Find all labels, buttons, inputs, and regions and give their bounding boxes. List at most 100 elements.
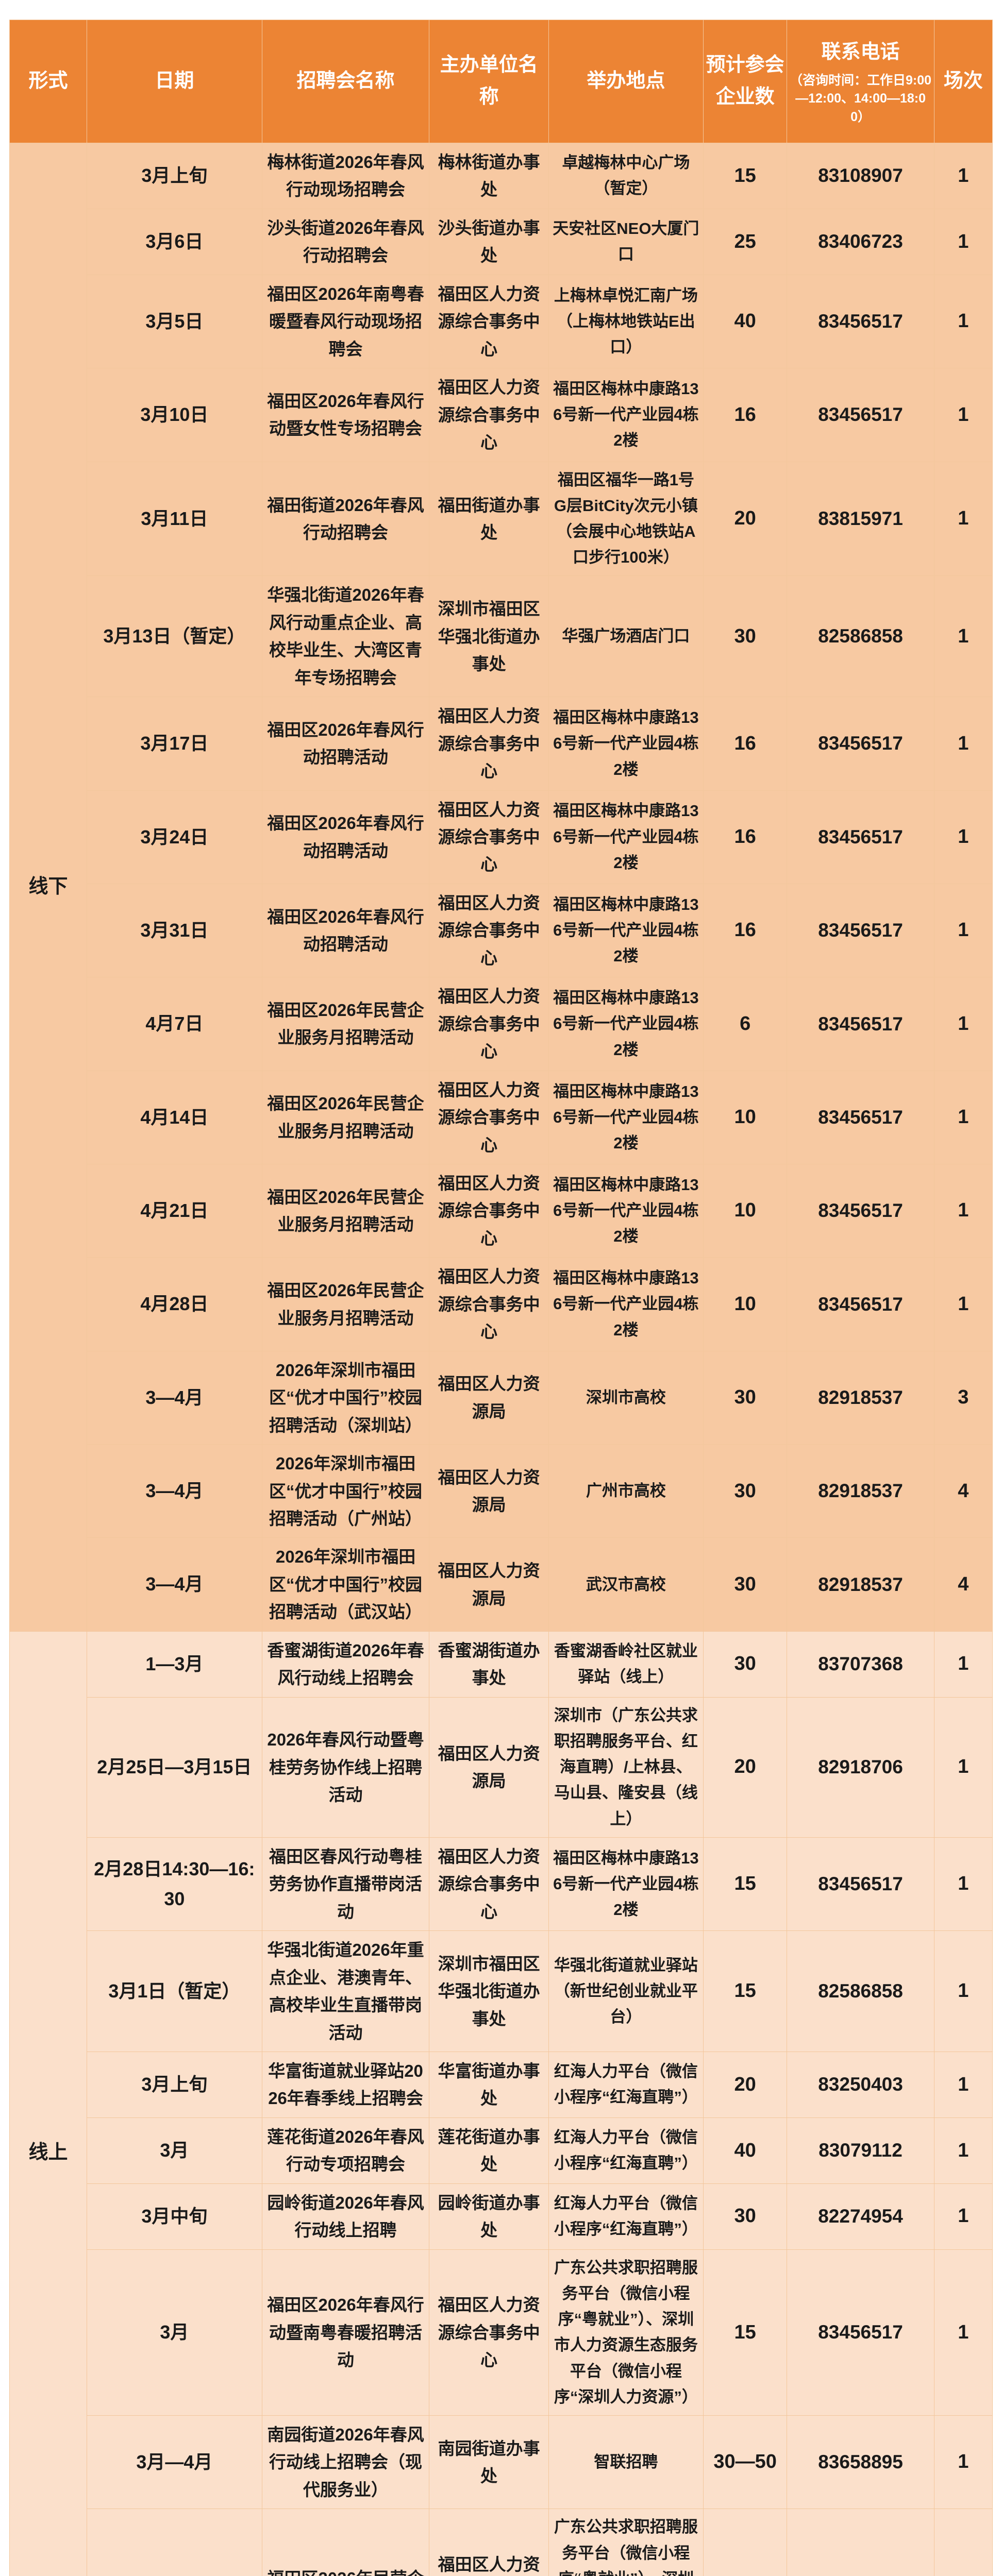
cell-place: 福田区福华一路1号G层BitCity次元小镇（会展中心地铁站A口步行100米） (548, 461, 704, 577)
group-label-cell: 线上 (9, 1631, 88, 2576)
cell-phone: 83456517 (787, 977, 934, 1071)
cell-count: 16 (703, 697, 788, 791)
cell-org: 福田区人力资源综合事务中心 (429, 368, 549, 462)
cell-place: 广州市高校 (548, 1444, 704, 1538)
cell-org: 福田区人力资源综合事务中心 (429, 1070, 549, 1165)
cell-date: 3月 (87, 2117, 262, 2184)
cell-date: 2月25日—3月15日 (87, 1697, 262, 1838)
cell-phone: 83456517 (787, 1837, 934, 1931)
table-header: 形式 日期 招聘会名称 主办单位名称 举办地点 预计参会企业数 联系电话 （咨询… (9, 20, 993, 143)
table-row: 2月28日14:30—16:30 福田区春风行动粤桂劳务协作直播带岗活动 福田区人力… (10, 1837, 993, 1931)
cell-date: 3月17日 (87, 697, 262, 791)
cell-place: 福田区梅林中康路136号新一代产业园4栋2楼 (548, 790, 704, 884)
cell-name: 福田区春风行动粤桂劳务协作直播带岗活动 (261, 1837, 430, 1931)
cell-org: 福田区人力资源综合事务中心 (429, 274, 549, 369)
cell-org: 福田区人力资源局 (429, 1697, 549, 1838)
cell-place: 福田区梅林中康路136号新一代产业园4栋2楼 (548, 1070, 704, 1165)
cell-org: 福田区人力资源综合事务中心 (429, 1257, 549, 1351)
cell-count: 10 (703, 1164, 788, 1258)
column-header-count[interactable]: 预计参会企业数 (703, 20, 788, 143)
cell-session: 1 (933, 274, 993, 369)
cell-session: 1 (933, 1930, 993, 2052)
table-row: 3月6日 沙头街道2026年春风行动招聘会 沙头街道办事处 天安社区NEO大厦门口 25… (10, 208, 993, 275)
cell-session: 1 (933, 1164, 993, 1258)
cell-date: 3月24日 (87, 790, 262, 884)
table-row: 3月10日 福田区2026年春风行动暨女性专场招聘会 福田区人力资源综合事务中心 福田… (10, 368, 993, 462)
cell-phone: 83456517 (787, 368, 934, 462)
cell-name: 福田区2026年春风行动暨南粤春暖招聘活动 (261, 2249, 430, 2416)
table-row: 3—4月 2026年深圳市福田区“优才中国行”校园招聘活动（武汉站） 福田区人力资源… (10, 1537, 993, 1632)
cell-session: 1 (933, 697, 993, 791)
cell-date: 3月上旬 (87, 2051, 262, 2118)
cell-org: 福田区人力资源综合事务中心 (429, 883, 549, 978)
column-header-date[interactable]: 日期 (87, 20, 262, 143)
cell-count: 30 (703, 575, 788, 698)
column-header-org-label: 主办单位名称 (440, 54, 538, 108)
table-row: 3月 莲花街道2026年春风行动专项招聘会 莲花街道办事处 红海人力平台（微信小程序“… (10, 2117, 993, 2184)
cell-place: 智联招聘 (548, 2415, 704, 2510)
cell-org: 福田区人力资源综合事务中心 (429, 2509, 549, 2576)
cell-phone: 83108907 (787, 143, 934, 209)
cell-phone: 83456517 (787, 697, 934, 791)
cell-date: 3—4月 (87, 1350, 262, 1445)
cell-name: 福田区2026年民营企业服务月招聘活动 (261, 977, 430, 1071)
cell-phone: 83456517 (787, 1070, 934, 1165)
table-row: 线上 1—3月 香蜜湖街道2026年春风行动线上招聘会 香蜜湖街道办事处 香蜜湖香岭社区… (9, 1631, 993, 2576)
cell-org: 福田区人力资源综合事务中心 (429, 697, 549, 791)
column-header-name[interactable]: 招聘会名称 (261, 20, 430, 143)
cell-org: 南园街道办事处 (429, 2415, 549, 2510)
cell-name: 南园街道2026年春风行动线上招聘会（现代服务业） (261, 2415, 430, 2510)
cell-name: 福田区2026年春风行动招聘活动 (261, 697, 430, 791)
cell-place: 福田区梅林中康路136号新一代产业园4栋2楼 (548, 883, 704, 978)
cell-place: 深圳市（广东公共求职招聘服务平台、红海直聘）/上林县、马山县、隆安县（线上） (548, 1697, 704, 1838)
column-header-phone-label: 联系电话 (821, 41, 900, 63)
table-row: 3月31日 福田区2026年春风行动招聘活动 福田区人力资源综合事务中心 福田区梅林中… (10, 883, 993, 978)
column-header-place[interactable]: 举办地点 (548, 20, 704, 143)
cell-name: 华富街道就业驿站2026年春季线上招聘会 (261, 2051, 430, 2118)
cell-session: 1 (933, 1070, 993, 1165)
cell-phone: 83456517 (787, 274, 934, 369)
cell-session: 3 (933, 1350, 993, 1445)
cell-phone: 82918537 (787, 1537, 934, 1632)
cell-place: 卓越梅林中心广场（暂定） (548, 143, 704, 209)
cell-phone: 83456517 (787, 2249, 934, 2416)
cell-session: 1 (933, 883, 993, 978)
table-row: 3月11日 福田街道2026年春风行动招聘会 福田街道办事处 福田区福华一路1号G层B… (10, 461, 993, 577)
column-header-phone[interactable]: 联系电话 （咨询时间：工作日9:00—12:00、14:00—18:00） (787, 20, 934, 143)
column-header-org[interactable]: 主办单位名称 (429, 20, 549, 143)
table-row: 3月上旬 华富街道就业驿站2026年春季线上招聘会 华富街道办事处 红海人力平台（微信… (10, 2051, 993, 2118)
cell-place: 福田区梅林中康路136号新一代产业园4栋2楼 (548, 977, 704, 1071)
cell-date: 3月—4月 (87, 2415, 262, 2510)
cell-org: 深圳市福田区华强北街道办事处 (429, 1930, 549, 2052)
cell-date: 3月上旬 (87, 143, 262, 209)
cell-phone: 83658895 (787, 2415, 934, 2510)
cell-name: 福田街道2026年春风行动招聘会 (261, 461, 430, 577)
cell-date: 3—4月 (87, 1444, 262, 1538)
cell-name: 2026年深圳市福田区“优才中国行”校园招聘活动（武汉站） (261, 1537, 430, 1632)
cell-org: 华富街道办事处 (429, 2051, 549, 2118)
cell-session: 1 (933, 1697, 993, 1838)
cell-name: 华强北街道2026年春风行动重点企业、高校毕业生、大湾区青年专场招聘会 (261, 575, 430, 698)
column-header-name-label: 招聘会名称 (296, 70, 395, 92)
table-row: 2月25日—3月15日 2026年春风行动暨粤桂劳务协作线上招聘活动 福田区人力资源… (10, 1697, 993, 1838)
column-header-form[interactable]: 形式 (9, 20, 88, 143)
cell-session: 1 (933, 368, 993, 462)
cell-count: 15 (703, 1930, 788, 2052)
cell-count: 16 (703, 883, 788, 978)
cell-place: 武汉市高校 (548, 1537, 704, 1632)
cell-phone: 83456517 (787, 1164, 934, 1258)
cell-count: 6 (703, 977, 788, 1071)
column-header-phone-sublabel: （咨询时间：工作日9:00—12:00、14:00—18:00） (790, 73, 932, 124)
cell-count: 15 (703, 2249, 788, 2416)
cell-date: 4月21日 (87, 1164, 262, 1258)
cell-org: 梅林街道办事处 (429, 143, 549, 209)
cell-place: 广东公共求职招聘服务平台（微信小程序“粤就业”）、深圳市人力资源生态服务平台（微… (548, 2249, 704, 2416)
group-label-cell: 线下 (9, 143, 88, 1632)
table-row: 4月14日 福田区2026年民营企业服务月招聘活动 福田区人力资源综合事务中心 福田区… (10, 1070, 993, 1165)
cell-count: 20 (703, 461, 788, 577)
column-header-session[interactable]: 场次 (933, 20, 993, 143)
column-header-place-label: 举办地点 (587, 70, 665, 92)
cell-org: 福田区人力资源综合事务中心 (429, 1164, 549, 1258)
table-row: 4月福田区2026年民营企业服务月招聘活动福田区人力资源综合事务中心广东公共求职… (10, 2509, 993, 2576)
